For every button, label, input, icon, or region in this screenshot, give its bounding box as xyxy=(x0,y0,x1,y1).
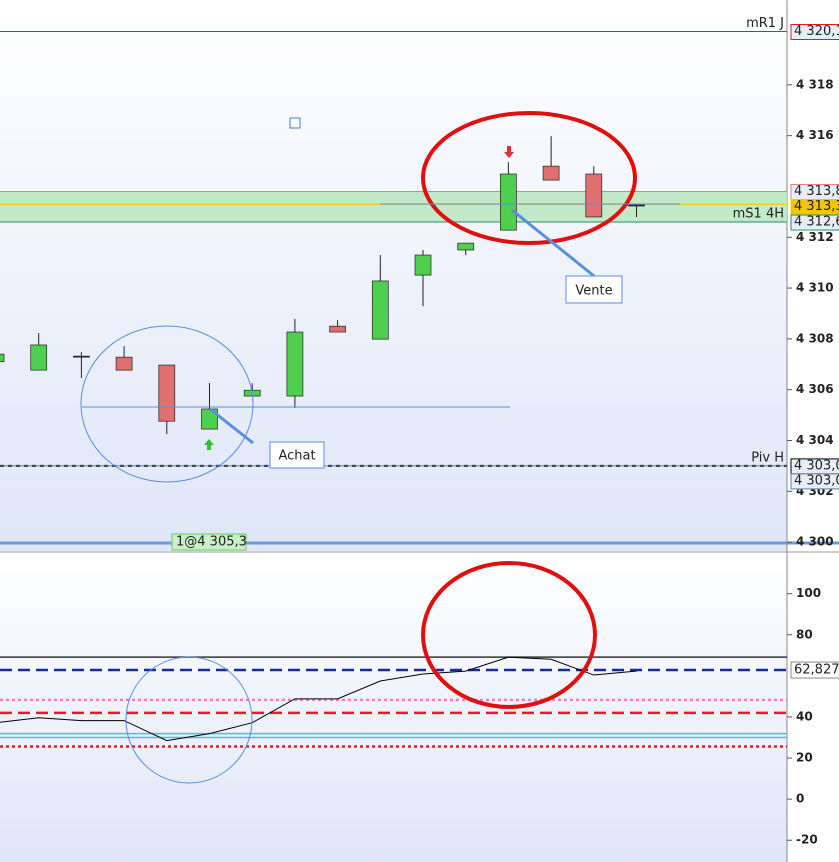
circle xyxy=(421,111,637,245)
circle xyxy=(80,325,254,483)
candle-body xyxy=(0,353,5,363)
indicator-line xyxy=(0,656,637,742)
annotation: Achat xyxy=(278,449,315,464)
connector xyxy=(511,208,595,278)
candle-body xyxy=(414,254,432,276)
level-label: 4 320,1 xyxy=(794,24,839,39)
level-label-box xyxy=(790,24,839,41)
y-tick-label: -20 xyxy=(796,833,818,847)
level-label: 4 303,0 xyxy=(794,458,839,473)
y-tick-label: 4 306 xyxy=(796,382,834,396)
y-tick-label: 4 318 xyxy=(796,77,834,91)
level-label-box xyxy=(790,214,839,231)
level-label-box xyxy=(790,661,839,679)
level-label: 4 313,3 xyxy=(794,199,839,214)
y-tick-label: 4 308 xyxy=(796,331,834,345)
y-tick-label: 0 xyxy=(796,792,804,806)
candle-body xyxy=(500,173,517,231)
candle-body xyxy=(73,355,90,358)
buy-arrow xyxy=(204,439,214,450)
y-tick-label: 80 xyxy=(796,627,813,641)
annotation: Vente xyxy=(575,284,612,299)
y-tick-label: 4 304 xyxy=(796,433,834,447)
circle xyxy=(421,561,597,709)
candle-body xyxy=(457,242,475,251)
indicator-panel xyxy=(0,553,787,862)
candle-body xyxy=(371,280,389,340)
price-panel xyxy=(0,0,787,551)
y-tick-label: 4 300 xyxy=(796,535,834,549)
y-tick-label: 100 xyxy=(796,586,821,600)
level-name: mR1 J xyxy=(746,16,784,31)
level-label: 4 312,6 xyxy=(794,215,839,230)
label-box xyxy=(269,441,325,469)
candle-body xyxy=(201,408,218,430)
label-box xyxy=(171,533,247,551)
candle-body xyxy=(585,173,603,218)
candle-body xyxy=(115,356,133,371)
y-tick-label: 20 xyxy=(796,751,813,765)
sell-arrow xyxy=(504,146,514,158)
level-label: 4 303,0 xyxy=(794,473,839,488)
level-label-box xyxy=(790,473,839,490)
level-label: 4 313,8 xyxy=(794,184,839,199)
zone xyxy=(0,191,787,223)
annotation: 1@4 305,3 xyxy=(176,535,247,550)
candle-body xyxy=(158,364,176,422)
circle xyxy=(125,656,253,784)
y-tick-label: 40 xyxy=(796,709,813,723)
connector xyxy=(209,407,254,445)
candle-body xyxy=(329,325,346,333)
candle-body xyxy=(542,165,560,181)
label-box xyxy=(565,275,623,304)
y-tick-label: 4 316 xyxy=(796,128,834,142)
candle-body xyxy=(286,331,304,397)
level-name: mS1 4H xyxy=(733,207,784,222)
marker xyxy=(289,117,301,129)
candle-body xyxy=(30,344,48,371)
level-name: Piv H xyxy=(751,450,784,465)
y-tick-label: 4 312 xyxy=(796,230,834,244)
y-tick-label: 4 310 xyxy=(796,281,834,295)
level-label: 62,827 xyxy=(794,663,839,678)
candle-body xyxy=(628,204,645,207)
